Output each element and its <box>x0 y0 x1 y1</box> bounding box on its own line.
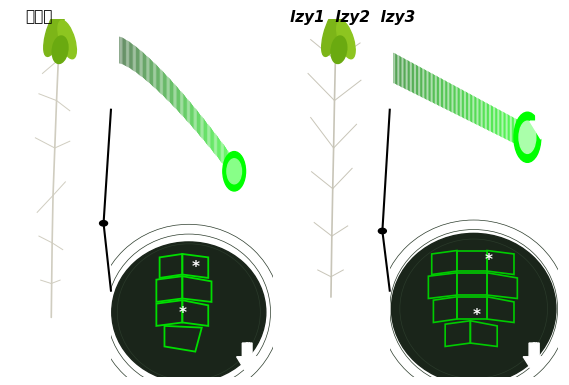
Text: g: g <box>538 85 544 95</box>
Ellipse shape <box>44 9 64 56</box>
FancyArrow shape <box>237 343 258 374</box>
Ellipse shape <box>227 159 241 184</box>
Text: lzy1  lzy2  lzy3: lzy1 lzy2 lzy3 <box>290 10 415 25</box>
Text: DR5rev::EGFP: DR5rev::EGFP <box>117 23 194 33</box>
Text: *: * <box>178 306 186 321</box>
Ellipse shape <box>52 36 68 64</box>
Text: GFP: GFP <box>117 230 141 240</box>
Text: g: g <box>250 26 257 36</box>
Ellipse shape <box>514 112 541 162</box>
Ellipse shape <box>321 9 342 56</box>
Text: *: * <box>485 253 493 268</box>
Ellipse shape <box>112 242 266 382</box>
Ellipse shape <box>331 36 347 64</box>
FancyArrow shape <box>523 343 545 374</box>
Text: *: * <box>473 308 481 323</box>
Text: DR5rev::EGFP: DR5rev::EGFP <box>397 23 473 33</box>
Text: *: * <box>191 260 199 275</box>
Text: g: g <box>531 340 537 350</box>
Text: g: g <box>244 340 250 350</box>
Ellipse shape <box>58 20 76 59</box>
Ellipse shape <box>519 121 536 153</box>
Ellipse shape <box>337 20 355 59</box>
Text: 野生型: 野生型 <box>26 10 53 25</box>
Ellipse shape <box>223 152 246 191</box>
Text: PIN3-: PIN3- <box>117 211 149 221</box>
FancyArrow shape <box>243 44 264 89</box>
Text: GFP: GFP <box>397 230 420 240</box>
Text: PIN3-: PIN3- <box>397 211 428 221</box>
FancyArrow shape <box>530 92 552 139</box>
Ellipse shape <box>391 233 556 384</box>
